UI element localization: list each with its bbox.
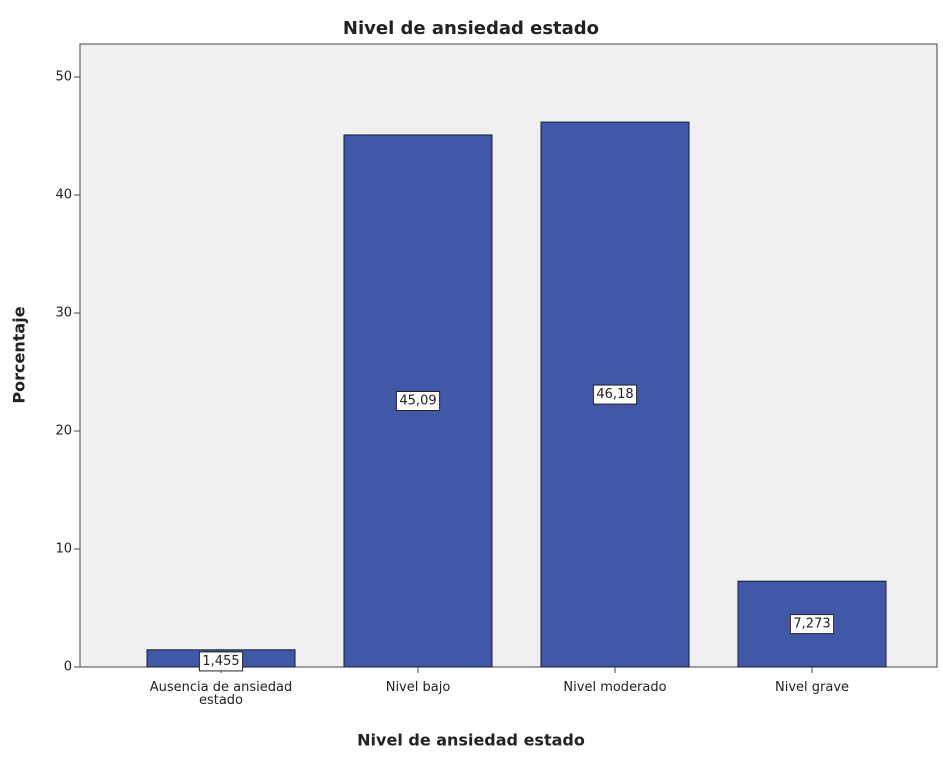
y-tick-label: 40 [55, 188, 72, 203]
x-tick-label-box: Ausencia de ansiedad estado [149, 681, 293, 708]
value-label-box [592, 384, 638, 405]
x-tick-label-box: Nivel moderado [563, 681, 667, 695]
value-label: 46,18 [596, 387, 633, 402]
x-axis-title: Nivel de ansiedad estado [357, 731, 585, 750]
y-tick-label: 10 [55, 542, 72, 557]
value-label: 45,09 [399, 393, 436, 408]
x-tick-label: Nivel grave [774, 681, 850, 695]
x-tick-label-box: Nivel grave [774, 681, 850, 695]
value-label: 7,273 [793, 617, 830, 632]
chart-title: Nivel de ansiedad estado [343, 18, 599, 39]
value-label-box [789, 614, 835, 635]
y-tick-label: 30 [55, 306, 72, 321]
y-tick-label: 20 [55, 424, 72, 439]
x-tick-label: Nivel moderado [563, 681, 667, 695]
y-axis-title: Porcentaje [10, 306, 29, 403]
value-label-box [395, 390, 441, 411]
value-label-box [198, 651, 244, 672]
x-tick-label: Ausencia de ansiedad estado [149, 681, 293, 708]
y-tick-label: 50 [55, 70, 72, 85]
value-label: 1,455 [202, 654, 239, 669]
y-tick-label: 0 [64, 660, 72, 675]
x-tick-label: Nivel bajo [385, 681, 451, 695]
plot-area [79, 43, 938, 668]
x-tick-label-box: Nivel bajo [385, 681, 451, 695]
